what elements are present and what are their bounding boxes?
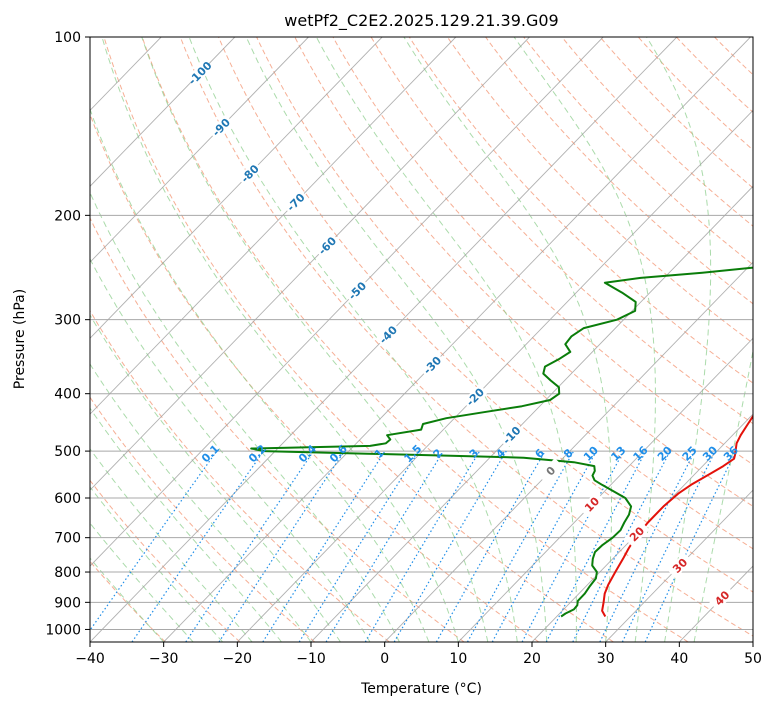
isotherm-line <box>90 37 236 187</box>
dry-adiabat <box>103 37 614 642</box>
dry-adiabat <box>141 37 689 642</box>
isotherm-label-bg <box>419 352 445 378</box>
y-tick-label: 900 <box>54 595 81 611</box>
mixing-ratio-line <box>466 450 575 642</box>
axes: −40 −30 −20 −10 0 10 20 30 40 50 100 200 300 400 500 60… <box>45 30 762 667</box>
y-tick-label: 300 <box>54 313 81 329</box>
x-tick-label: 50 <box>744 651 762 667</box>
isotherm-line <box>458 337 753 642</box>
dry-adiabat <box>408 37 753 384</box>
y-tick-label: 200 <box>54 208 81 224</box>
isotherm-line <box>605 489 753 642</box>
isotherm-label-bg <box>667 552 693 579</box>
moist-adiabat <box>693 348 753 642</box>
dry-adiabat <box>256 37 753 550</box>
y-tick-label: 800 <box>54 565 81 581</box>
x-tick-label: −30 <box>149 651 179 667</box>
x-tick-label: −20 <box>223 651 253 667</box>
mixing-ratio-line <box>185 450 314 642</box>
mixing-ratio-line <box>521 450 625 642</box>
chart-title: wetPf2_C2E2.2025.129.21.39.G09 <box>284 11 558 31</box>
isotherm-line <box>90 37 383 339</box>
dry-adiabat <box>485 37 753 305</box>
isotherm-line <box>90 37 309 263</box>
profile-lines <box>250 266 753 618</box>
y-tick-label: 1000 <box>45 622 81 638</box>
x-tick-label: 0 <box>380 651 389 667</box>
isotherm-label-bg <box>344 277 370 304</box>
isotherm-label-bg <box>498 422 525 448</box>
moist-adiabat <box>403 37 612 642</box>
temperature-profile <box>601 414 753 617</box>
x-tick-label: 10 <box>449 651 467 667</box>
x-tick-label: 20 <box>523 651 541 667</box>
isotherm-line <box>90 37 457 415</box>
moist-adiabat <box>90 107 430 642</box>
moist-adiabat <box>90 447 253 642</box>
isotherm-line <box>90 37 530 491</box>
isotherm-line <box>163 37 751 642</box>
isotherm-label-bg <box>314 232 340 259</box>
dry-adiabat <box>523 37 753 266</box>
y-axis-label: Pressure (hPa) <box>12 289 28 389</box>
x-axis-label: Temperature (°C) <box>360 681 482 697</box>
mixing-ratio-line <box>131 450 265 642</box>
isotherm-label-bg <box>709 585 735 611</box>
isotherm-label-bg <box>375 321 401 348</box>
y-tick-label: 400 <box>54 387 81 403</box>
moist-adiabat <box>245 37 548 642</box>
x-tick-label: 40 <box>670 651 688 667</box>
isotherm-line <box>237 109 753 642</box>
mixing-ratio-line <box>218 450 345 642</box>
dry-adiabat <box>294 37 753 507</box>
isotherm-line <box>90 37 604 567</box>
isotherm-label-bg <box>537 458 564 484</box>
dry-adiabat <box>599 37 753 189</box>
mixing-ratio-line <box>599 450 696 642</box>
isotherm-line <box>384 261 753 642</box>
y-tick-label: 100 <box>54 30 81 46</box>
isotherm-label-bg <box>624 521 650 547</box>
mixing-ratio-line <box>572 450 671 642</box>
isotherm-label-bg <box>282 189 309 215</box>
moist-adiabat <box>90 314 341 642</box>
dry-adiabat <box>90 396 316 642</box>
moist-adiabat <box>315 37 577 642</box>
mixing-ratio-line <box>325 450 445 642</box>
dry-adiabat <box>332 37 753 466</box>
mixing-ratio-line <box>491 450 597 642</box>
moist-adiabat <box>646 37 712 642</box>
y-tick-label: 600 <box>54 491 81 507</box>
dewpoint-profile <box>250 266 753 618</box>
moist-adiabat <box>141 37 489 642</box>
mixing-ratio-line <box>90 450 218 632</box>
x-tick-label: −10 <box>296 651 326 667</box>
moist-adiabat <box>188 37 518 642</box>
isotherm-label-bg <box>579 491 605 518</box>
mixing-ratio-line <box>262 450 386 642</box>
isotherm-label-bg <box>208 114 234 140</box>
plot-frame <box>89 36 754 643</box>
isotherm-line <box>310 185 753 642</box>
dry-adiabat <box>446 37 753 344</box>
moist-adiabat <box>90 407 282 642</box>
isotherm-label-bg <box>462 384 488 410</box>
moist-adiabat <box>90 257 371 642</box>
moist-adiabat <box>101 37 459 642</box>
y-tick-label: 700 <box>54 531 81 547</box>
x-tick-label: 30 <box>597 651 615 667</box>
dry-adiabat <box>90 309 390 642</box>
isotherm-label-bg <box>237 160 263 187</box>
dry-adiabat <box>370 37 753 425</box>
x-tick-label: −40 <box>75 651 105 667</box>
moist-adiabat <box>513 37 657 642</box>
isotherm-label-bg <box>187 60 213 86</box>
y-tick-label: 500 <box>54 444 81 460</box>
